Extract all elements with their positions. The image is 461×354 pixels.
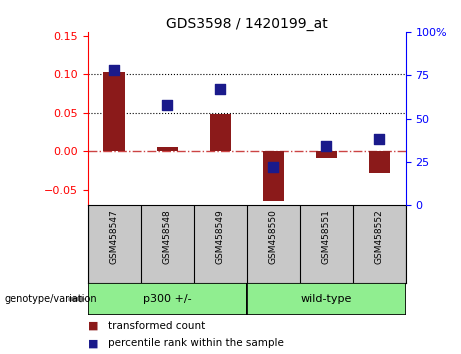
Text: ■: ■ xyxy=(88,338,98,348)
Bar xyxy=(156,148,177,152)
Text: transformed count: transformed count xyxy=(108,321,206,331)
Text: ■: ■ xyxy=(88,321,98,331)
Text: GSM458549: GSM458549 xyxy=(216,209,225,264)
Text: GSM458550: GSM458550 xyxy=(269,209,278,264)
Title: GDS3598 / 1420199_at: GDS3598 / 1420199_at xyxy=(166,17,327,31)
Bar xyxy=(315,152,337,158)
Point xyxy=(269,164,277,170)
Bar xyxy=(262,152,284,201)
Text: genotype/variation: genotype/variation xyxy=(5,294,97,304)
Bar xyxy=(209,114,230,152)
Text: GSM458551: GSM458551 xyxy=(322,209,331,264)
Bar xyxy=(247,283,406,315)
Point xyxy=(110,67,118,73)
Point xyxy=(322,143,330,149)
Point xyxy=(216,86,224,92)
Point xyxy=(375,137,383,142)
Text: wild-type: wild-type xyxy=(301,294,352,304)
Text: GSM458547: GSM458547 xyxy=(110,209,118,264)
Point xyxy=(163,102,171,108)
Text: GSM458552: GSM458552 xyxy=(375,209,384,264)
Bar xyxy=(88,283,247,315)
Bar xyxy=(103,72,124,152)
Text: percentile rank within the sample: percentile rank within the sample xyxy=(108,338,284,348)
Text: GSM458548: GSM458548 xyxy=(163,209,171,264)
Text: p300 +/-: p300 +/- xyxy=(143,294,191,304)
Bar xyxy=(368,152,390,173)
